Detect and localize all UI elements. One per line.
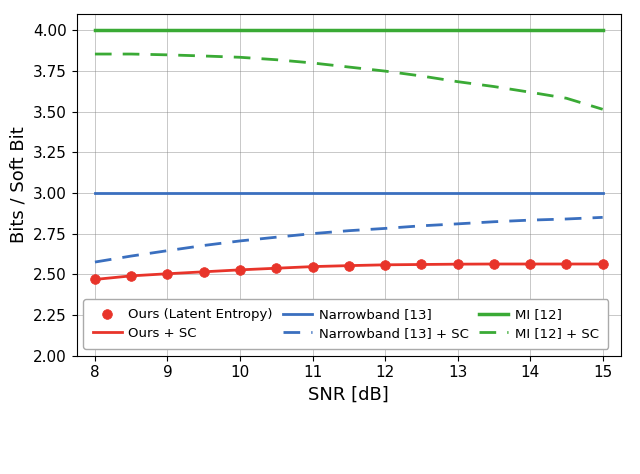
Ours + SC [127, 273, 135, 279]
MI [12] + SC [308, 60, 316, 66]
X-axis label: SNR [dB]: SNR [dB] [308, 386, 389, 404]
Line: Ours (Latent Entropy): Ours (Latent Entropy) [90, 259, 607, 284]
Ours (Latent Entropy) [236, 267, 244, 273]
Ours (Latent Entropy) [526, 261, 534, 267]
MI [12] [273, 27, 280, 33]
Y-axis label: Bits / Soft Bit: Bits / Soft Bit [10, 127, 28, 243]
Narrowband [13] [563, 190, 570, 196]
MI [12] + SC [273, 57, 280, 63]
Narrowband [13] [417, 190, 425, 196]
Legend: Ours (Latent Entropy), Ours + SC, Narrowband [13], Narrowband [13] + SC, MI [12]: Ours (Latent Entropy), Ours + SC, Narrow… [83, 299, 608, 349]
Ours + SC [308, 264, 316, 269]
Narrowband [13] + SC [127, 253, 135, 259]
MI [12] [599, 27, 607, 33]
MI [12] [91, 27, 99, 33]
Narrowband [13] + SC [236, 238, 244, 244]
Narrowband [13] [599, 190, 607, 196]
Narrowband [13] + SC [454, 221, 461, 227]
MI [12] [526, 27, 534, 33]
MI [12] [381, 27, 389, 33]
Ours + SC [200, 269, 207, 274]
MI [12] [164, 27, 172, 33]
MI [12] + SC [236, 55, 244, 60]
MI [12] + SC [200, 53, 207, 59]
MI [12] + SC [454, 79, 461, 84]
MI [12] + SC [345, 64, 353, 70]
Ours + SC [91, 277, 99, 283]
MI [12] [200, 27, 207, 33]
Ours + SC [236, 267, 244, 273]
Narrowband [13] + SC [345, 228, 353, 234]
Ours (Latent Entropy) [308, 264, 316, 269]
Narrowband [13] + SC [164, 248, 172, 254]
Narrowband [13] [345, 190, 353, 196]
Narrowband [13] + SC [308, 231, 316, 237]
Ours (Latent Entropy) [273, 265, 280, 271]
Narrowband [13] [381, 190, 389, 196]
MI [12] + SC [127, 51, 135, 57]
MI [12] [417, 27, 425, 33]
Ours (Latent Entropy) [381, 262, 389, 268]
MI [12] [563, 27, 570, 33]
Ours (Latent Entropy) [200, 269, 207, 274]
MI [12] [308, 27, 316, 33]
Narrowband [13] + SC [599, 215, 607, 220]
Ours (Latent Entropy) [417, 262, 425, 267]
MI [12] + SC [563, 95, 570, 101]
MI [12] [345, 27, 353, 33]
Ours (Latent Entropy) [454, 261, 461, 267]
MI [12] [490, 27, 498, 33]
Ours (Latent Entropy) [490, 261, 498, 267]
MI [12] [236, 27, 244, 33]
Ours + SC [454, 261, 461, 267]
MI [12] + SC [526, 90, 534, 95]
Ours (Latent Entropy) [164, 271, 172, 277]
MI [12] [127, 27, 135, 33]
Narrowband [13] [164, 190, 172, 196]
Ours (Latent Entropy) [345, 263, 353, 268]
Narrowband [13] [236, 190, 244, 196]
Narrowband [13] + SC [273, 234, 280, 240]
Narrowband [13] + SC [200, 243, 207, 248]
Narrowband [13] + SC [526, 217, 534, 223]
Narrowband [13] [526, 190, 534, 196]
MI [12] + SC [417, 73, 425, 79]
Line: Narrowband [13] + SC: Narrowband [13] + SC [95, 218, 603, 262]
Ours + SC [273, 265, 280, 271]
Narrowband [13] [127, 190, 135, 196]
Narrowband [13] [454, 190, 461, 196]
Narrowband [13] + SC [381, 226, 389, 231]
Narrowband [13] + SC [563, 216, 570, 222]
MI [12] [454, 27, 461, 33]
Narrowband [13] [91, 190, 99, 196]
Line: MI [12] + SC: MI [12] + SC [95, 54, 603, 109]
Narrowband [13] + SC [417, 223, 425, 228]
Ours + SC [345, 263, 353, 268]
MI [12] + SC [599, 107, 607, 112]
Narrowband [13] [273, 190, 280, 196]
MI [12] + SC [490, 84, 498, 90]
Ours + SC [381, 262, 389, 268]
MI [12] + SC [91, 51, 99, 57]
Ours + SC [526, 261, 534, 267]
Ours (Latent Entropy) [599, 261, 607, 267]
Narrowband [13] [200, 190, 207, 196]
Ours (Latent Entropy) [127, 273, 135, 279]
Ours + SC [490, 261, 498, 267]
Ours (Latent Entropy) [563, 261, 570, 267]
MI [12] + SC [381, 68, 389, 74]
Ours (Latent Entropy) [91, 277, 99, 283]
Narrowband [13] + SC [91, 259, 99, 265]
Ours + SC [563, 261, 570, 267]
Ours + SC [164, 271, 172, 277]
MI [12] + SC [164, 52, 172, 58]
Ours + SC [599, 261, 607, 267]
Line: Ours + SC: Ours + SC [95, 264, 603, 280]
Narrowband [13] [490, 190, 498, 196]
Narrowband [13] + SC [490, 219, 498, 225]
Narrowband [13] [308, 190, 316, 196]
Ours + SC [417, 262, 425, 267]
